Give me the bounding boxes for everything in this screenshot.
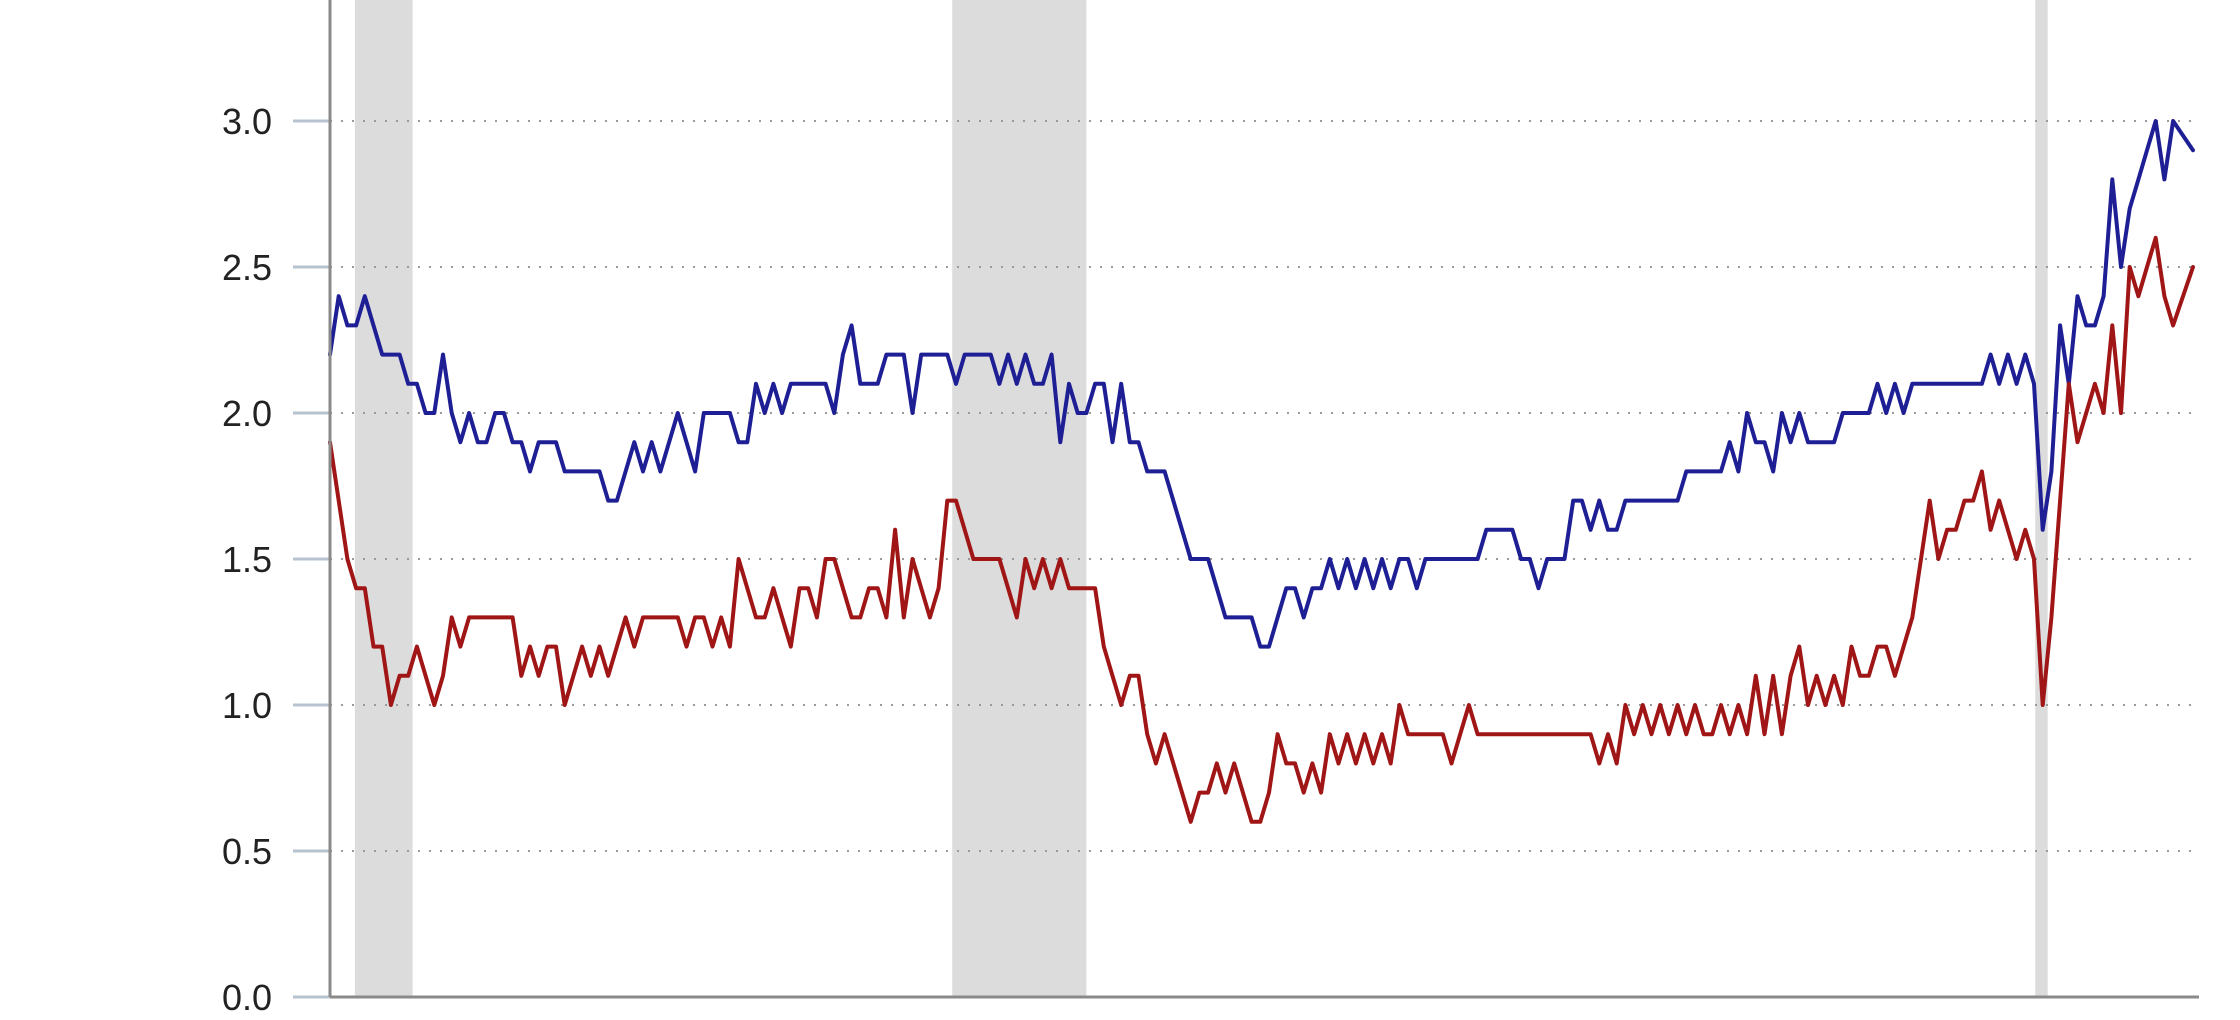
series-lines: [328, 119, 2195, 824]
y-tick-label: 3.0: [222, 101, 272, 142]
y-tick-labels: 0.0 0.5 1.0 1.5 2.0 2.5 3.0: [222, 101, 272, 1018]
y-tick-label: 0.5: [222, 831, 272, 872]
axes: [328, 0, 2199, 999]
y-tick-label: 0.0: [222, 977, 272, 1018]
y-tick-label: 1.0: [222, 685, 272, 726]
recession-band: [952, 0, 1087, 997]
series-line-red: [328, 235, 2195, 824]
y-tick-label: 2.5: [222, 247, 272, 288]
y-tick-marks: [293, 119, 330, 999]
recession-bands: [354, 0, 2048, 997]
y-tick-label: 2.0: [222, 393, 272, 434]
y-tick-label: 1.5: [222, 539, 272, 580]
series-line-blue: [328, 119, 2195, 649]
y-gridlines: [330, 120, 2193, 852]
recession-band: [354, 0, 413, 997]
